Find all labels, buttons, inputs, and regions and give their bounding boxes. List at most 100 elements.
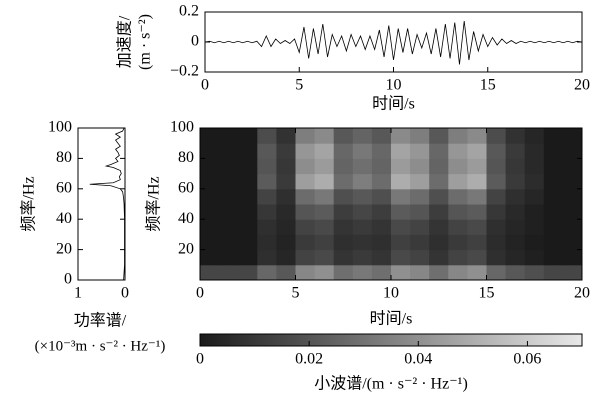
heat-cell [200, 234, 220, 251]
heat-cell [410, 264, 430, 281]
heat-cell [371, 234, 392, 251]
heat-cell [543, 264, 564, 281]
x-tick-label: 0.02 [295, 351, 323, 368]
heat-cell [410, 204, 430, 220]
heat-cell [295, 204, 316, 220]
y-tick-label: 80 [178, 149, 194, 166]
heat-cell [333, 173, 354, 190]
heat-cell [448, 143, 468, 159]
heat-cell [314, 128, 335, 144]
y-tick-label: 20 [56, 240, 72, 257]
y-tick-label: 20 [178, 240, 194, 257]
heat-cell [543, 219, 564, 235]
heat-cell [257, 219, 277, 235]
heat-cell [486, 173, 507, 190]
heat-cell [391, 264, 411, 281]
heat-cell [524, 234, 545, 251]
heat-cell [429, 128, 449, 144]
heat-cell [219, 219, 239, 235]
heat-cell [314, 264, 335, 281]
y-axis-label: 频率/Hz [145, 176, 163, 231]
heat-cell [276, 143, 296, 159]
heat-cell [448, 188, 468, 205]
heat-cell [524, 173, 545, 190]
heat-cell [486, 219, 507, 235]
heat-cell [238, 249, 258, 266]
heat-cell [314, 143, 335, 159]
heat-cell [295, 249, 316, 266]
heat-cell [467, 158, 487, 175]
heat-cell [200, 188, 220, 205]
heat-cell [486, 158, 507, 175]
y-axis-label: 加速度/ [116, 15, 134, 68]
heat-cell [333, 249, 354, 266]
heat-cell [295, 219, 316, 235]
heat-cell [505, 219, 526, 235]
plot-frame [204, 11, 583, 73]
y-tick-label: 40 [56, 210, 72, 227]
heat-cell [314, 234, 335, 251]
heat-cell [524, 219, 545, 235]
heat-cell [257, 158, 277, 175]
heat-cell [238, 143, 258, 159]
heat-cell [238, 158, 258, 175]
heat-cell [505, 173, 526, 190]
heat-cell [543, 204, 564, 220]
heat-cell [352, 264, 373, 281]
heat-cell [429, 204, 449, 220]
heat-cell [505, 234, 526, 251]
heat-cell [562, 173, 583, 190]
heat-cell [333, 264, 354, 281]
plot-frame [199, 127, 583, 281]
y-tick-label: −0.2 [170, 63, 199, 80]
heat-cell [314, 188, 335, 205]
heat-cell [295, 173, 316, 190]
heat-cell [371, 188, 392, 205]
heat-cell [486, 188, 507, 205]
heat-cell [543, 173, 564, 190]
heat-cell [257, 188, 277, 205]
heat-cell [467, 249, 487, 266]
heat-cell [391, 204, 411, 220]
x-axis-label: 时间/s [372, 95, 415, 113]
x-tick-label: 0 [201, 77, 209, 94]
heat-cell [467, 219, 487, 235]
heat-cell [238, 188, 258, 205]
x-axis-label: 时间/s [370, 310, 413, 328]
heat-cell [238, 264, 258, 281]
heat-cell [467, 264, 487, 281]
heat-cell [543, 188, 564, 205]
heat-cell [505, 128, 526, 144]
heat-cell [257, 173, 277, 190]
heat-cell [352, 158, 373, 175]
plot-frame [77, 127, 126, 281]
heat-cell [562, 249, 583, 266]
heat-cell [352, 249, 373, 266]
heat-cell [276, 173, 296, 190]
heat-cell [429, 249, 449, 266]
heat-cell [429, 143, 449, 159]
heat-cell [200, 158, 220, 175]
heat-cell [352, 234, 373, 251]
heat-cell [295, 128, 316, 144]
heat-cell [562, 219, 583, 235]
y-tick-label: 60 [178, 179, 194, 196]
heat-cell [314, 249, 335, 266]
heat-cell [314, 219, 335, 235]
heat-cell [505, 158, 526, 175]
heat-cell [486, 264, 507, 281]
x-tick-label: 0 [196, 351, 204, 368]
heat-cell [238, 234, 258, 251]
colorbar [199, 333, 583, 347]
heat-cell [543, 234, 564, 251]
heat-cell [391, 143, 411, 159]
heat-cell [352, 204, 373, 220]
y-axis-label: (m · s⁻²) [137, 14, 154, 70]
heat-cell [486, 204, 507, 220]
heat-cell [410, 143, 430, 159]
heat-cell [257, 128, 277, 144]
heat-cell [448, 158, 468, 175]
heat-cell [219, 158, 239, 175]
heat-cell [276, 219, 296, 235]
heat-cell [333, 219, 354, 235]
